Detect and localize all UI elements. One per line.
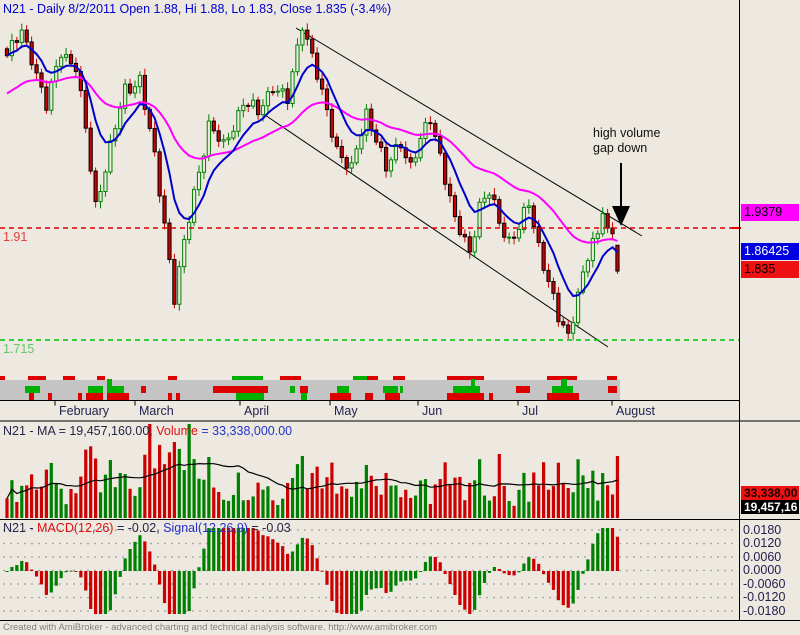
macd-title-macd-value: = -0.02, <box>113 521 164 535</box>
footer-credit: Created with AmiBroker - advanced charti… <box>3 622 438 633</box>
volume-axis-badge-volume: 33,338,00 <box>741 486 799 500</box>
resistance-level-label: 1.91 <box>3 230 28 244</box>
price-axis-badge-last-close: 1.835 <box>741 261 799 278</box>
price-panel-title: N21 - Daily 8/2/2011 Open 1.88, Hi 1.88,… <box>3 2 392 16</box>
price-axis-badge-slow-ma: 1.9379 <box>741 204 799 221</box>
x-axis-month-label: Jul <box>522 404 538 418</box>
volume-title-ma-part: N21 - MA = 19,457,160.00, <box>3 424 157 438</box>
volume-title-volume-value: = 33,338,000.00 <box>197 424 293 438</box>
annotation-label: high volume gap down <box>593 126 660 156</box>
x-axis-month-label: February <box>59 404 110 418</box>
macd-axis-label: 0.0180 <box>743 522 782 537</box>
macd-panel-title: N21 - MACD(12,26) = -0.02, Signal(12,26,… <box>3 521 291 535</box>
macd-axis-label: 0.0000 <box>743 563 782 577</box>
macd-axis-label: -0.0060 <box>743 576 786 591</box>
price-axis-badge-fast-ma: 1.86425 <box>741 243 799 260</box>
macd-title-signal: Signal(12,26,9) <box>163 521 248 535</box>
annotation-line1: high volume <box>593 126 661 140</box>
macd-axis-label: 0.0120 <box>743 536 782 550</box>
support-level-label: 1.715 <box>3 342 35 356</box>
macd-axis-label: -0.0120 <box>743 590 786 604</box>
volume-title-volume-word: Volume <box>156 424 198 438</box>
macd-title-macd: MACD(12,26) <box>37 521 114 535</box>
macd-axis-label: -0.0180 <box>743 603 786 618</box>
volume-panel-title: N21 - MA = 19,457,160.00, Volume = 33,33… <box>3 424 292 438</box>
annotation-line2: gap down <box>593 141 648 155</box>
macd-title-signal-value: = -0.03 <box>247 521 291 535</box>
x-axis-month-label: March <box>139 404 174 418</box>
macd-axis-label: 0.0060 <box>743 549 782 564</box>
volume-axis-badge-volume-ma: 19,457,16 <box>741 500 799 514</box>
x-axis-month-label: May <box>334 404 358 418</box>
x-axis-month-label: April <box>244 404 270 418</box>
x-axis-month-label: August <box>616 404 655 418</box>
macd-title-symbol: N21 - <box>3 521 38 535</box>
x-axis-month-label: Jun <box>422 404 443 418</box>
